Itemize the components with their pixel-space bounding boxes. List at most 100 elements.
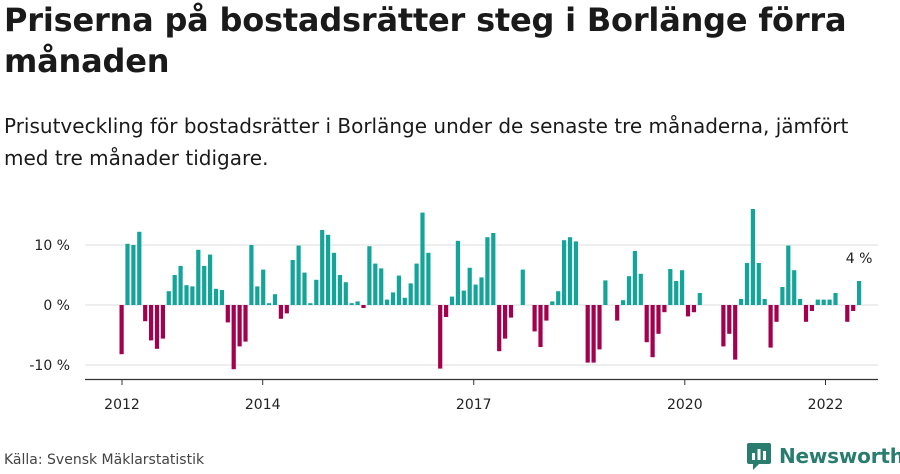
bar	[461, 290, 466, 305]
x-tick-label: 2017	[456, 397, 492, 413]
bar	[845, 305, 850, 322]
bar	[290, 260, 295, 305]
bar	[202, 266, 207, 305]
x-tick-label: 2020	[667, 397, 703, 413]
bar	[373, 263, 378, 305]
bar	[166, 291, 171, 305]
bar	[821, 299, 826, 305]
bar	[674, 281, 679, 305]
bar	[650, 305, 655, 358]
bar	[473, 284, 478, 305]
bar	[154, 305, 160, 349]
bar	[573, 241, 578, 305]
bar	[744, 263, 750, 305]
brand-logo[interactable]: Newsworthy	[746, 440, 900, 472]
bar	[402, 297, 407, 305]
bar	[296, 245, 301, 305]
bar	[556, 291, 561, 305]
bar	[178, 266, 183, 305]
bar	[809, 305, 814, 311]
bar	[485, 237, 490, 305]
source-note: Källa: Svensk Mäklarstatistik	[4, 452, 205, 468]
bar	[780, 287, 785, 305]
bar	[326, 234, 331, 305]
bar	[225, 305, 230, 323]
bar	[444, 305, 449, 317]
bar	[143, 305, 148, 322]
bar	[792, 270, 797, 305]
bar	[615, 305, 620, 321]
bar	[390, 292, 396, 305]
bar	[255, 286, 260, 305]
bar	[827, 299, 832, 305]
bar	[367, 246, 372, 305]
bar	[361, 305, 366, 308]
bar	[774, 305, 779, 322]
bar	[125, 243, 130, 305]
bar	[408, 283, 413, 305]
bar	[208, 254, 213, 305]
bar	[438, 305, 443, 369]
bar	[786, 245, 791, 305]
bar	[272, 294, 278, 305]
bar	[567, 237, 573, 305]
y-tick-label: -10 %	[29, 358, 70, 374]
bar	[137, 231, 142, 305]
bar	[414, 263, 419, 305]
bar	[355, 301, 360, 305]
bar	[762, 299, 767, 305]
data-label-latest: 4 %	[846, 251, 873, 267]
bar	[532, 305, 537, 332]
bar	[591, 305, 596, 363]
bar	[261, 269, 266, 305]
bar	[149, 305, 154, 341]
bar	[544, 305, 549, 321]
bar	[420, 212, 425, 305]
bar	[550, 301, 555, 305]
bar	[644, 305, 649, 343]
bar	[219, 290, 224, 305]
bar	[632, 251, 637, 305]
page-subtitle: Prisutveckling för bostadsrätter i Borlä…	[4, 114, 849, 170]
bar	[491, 233, 496, 305]
bar	[538, 305, 543, 347]
bar	[638, 273, 643, 305]
bar	[172, 275, 177, 305]
bar	[497, 305, 502, 352]
bar	[585, 305, 590, 363]
bar	[455, 240, 460, 305]
x-tick-label: 2022	[808, 397, 844, 413]
bar	[119, 305, 124, 355]
bar	[626, 276, 632, 305]
bar	[668, 269, 673, 305]
bar	[685, 305, 691, 317]
bar	[184, 285, 189, 305]
bar	[196, 249, 201, 305]
bar	[503, 305, 508, 339]
bar	[697, 293, 702, 305]
bar	[603, 280, 608, 305]
bar	[267, 303, 272, 305]
bar	[308, 303, 313, 305]
bar	[562, 240, 567, 305]
bar	[231, 305, 236, 370]
page-title: Priserna på bostadsrätter steg i Borläng…	[4, 1, 847, 80]
bar	[520, 269, 525, 305]
bar	[243, 305, 248, 342]
bar	[621, 300, 626, 305]
bar	[680, 270, 685, 305]
bar	[756, 263, 761, 305]
bar	[851, 305, 856, 311]
bar	[815, 299, 820, 305]
bar	[727, 305, 732, 334]
bar	[656, 305, 661, 334]
bar	[597, 305, 602, 350]
bar	[733, 305, 738, 360]
newsworthy-logo-icon	[747, 443, 771, 470]
bar	[426, 252, 431, 305]
bar	[739, 299, 744, 305]
bar	[750, 209, 755, 305]
bar	[479, 277, 484, 305]
bar	[833, 293, 838, 305]
bar	[331, 252, 337, 305]
